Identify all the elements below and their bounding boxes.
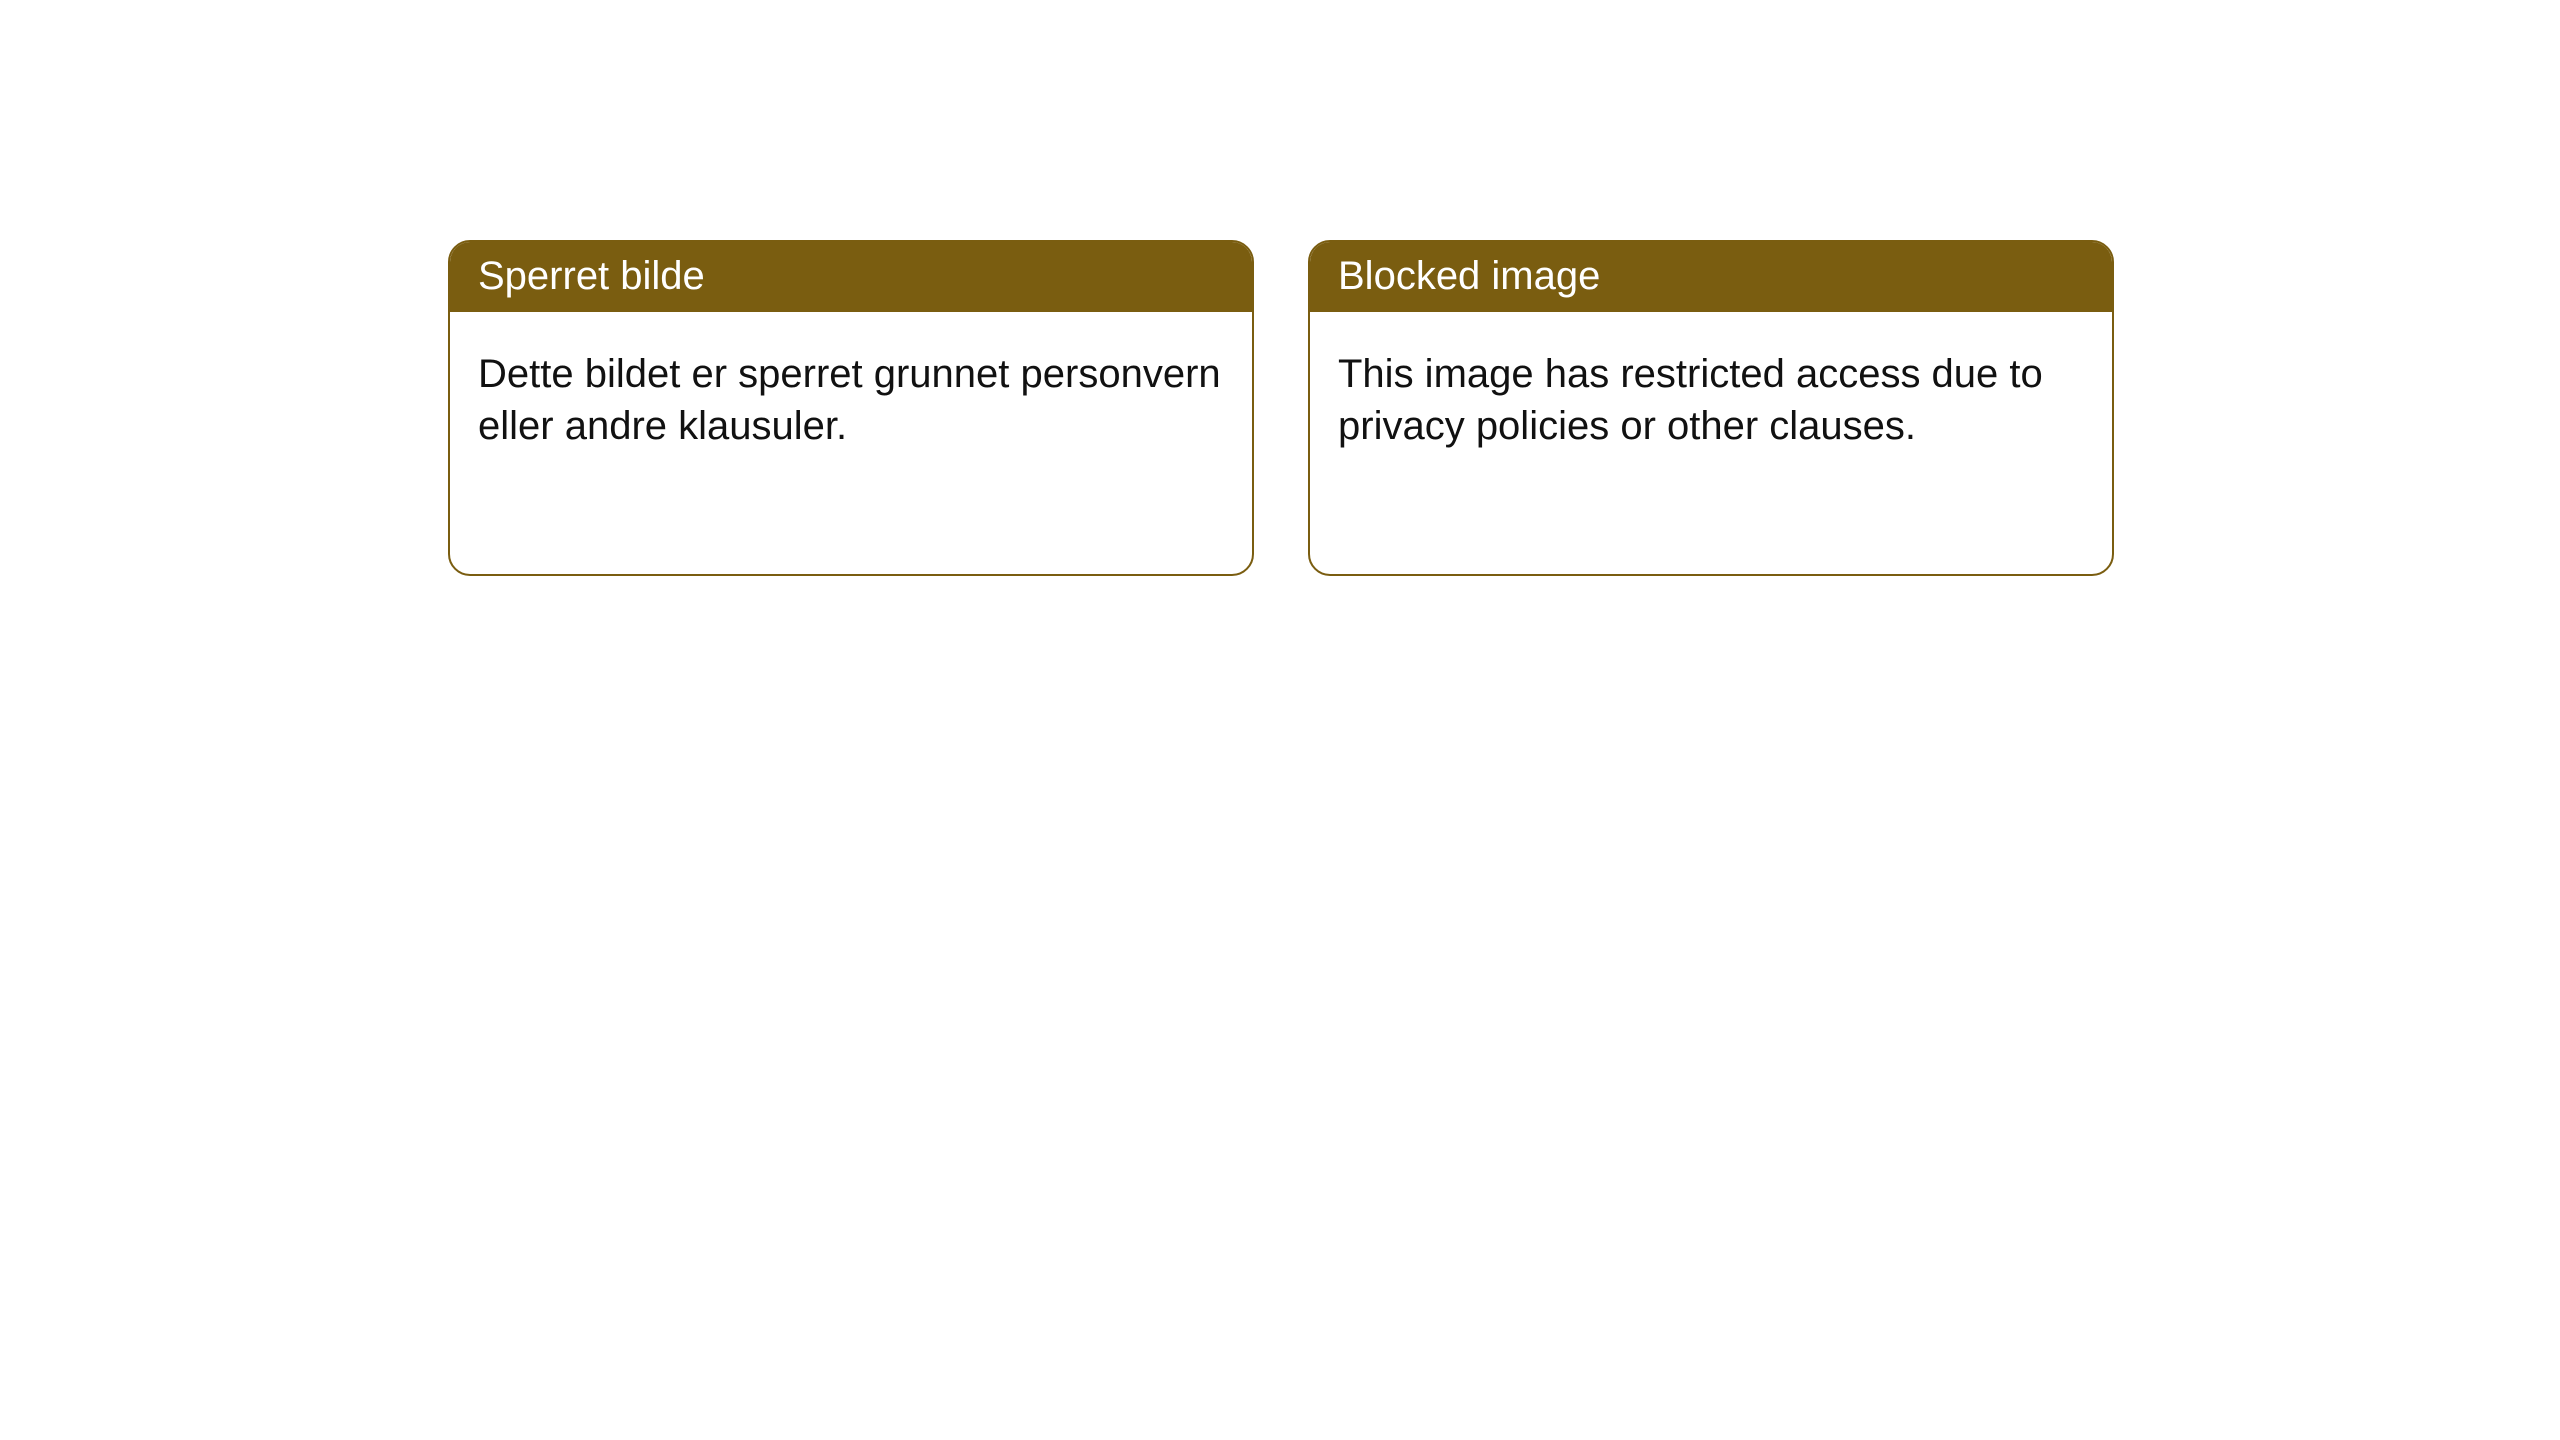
notice-body: Dette bildet er sperret grunnet personve… [450, 312, 1252, 452]
notice-header: Sperret bilde [450, 242, 1252, 312]
notice-card-english: Blocked image This image has restricted … [1308, 240, 2114, 576]
notice-body: This image has restricted access due to … [1310, 312, 2112, 452]
notice-header: Blocked image [1310, 242, 2112, 312]
notice-card-norwegian: Sperret bilde Dette bildet er sperret gr… [448, 240, 1254, 576]
